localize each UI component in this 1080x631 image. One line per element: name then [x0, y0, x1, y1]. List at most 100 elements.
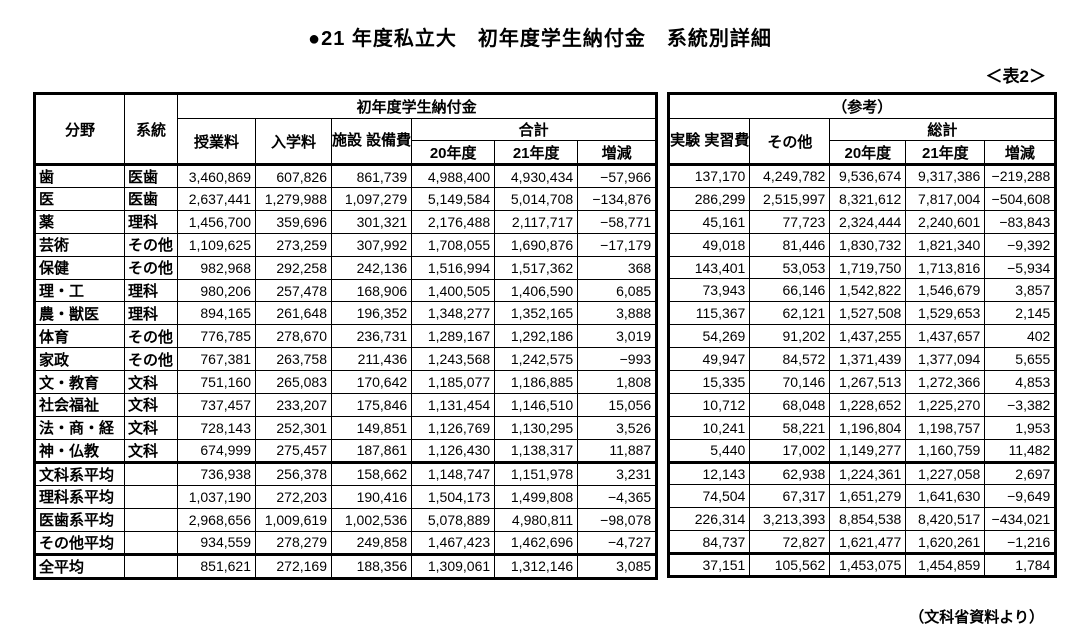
field-cell: 農・獣医 — [34, 301, 125, 326]
value-cell: 1,243,568 — [411, 347, 496, 372]
value-cell: 67,317 — [749, 484, 831, 509]
value-cell: 1,227,058 — [905, 460, 986, 486]
field-cell: 神・仏教 — [34, 438, 125, 463]
value-cell: 861,739 — [330, 163, 413, 188]
value-cell: 1,371,439 — [829, 347, 907, 372]
group-header-total: 合計 — [411, 118, 658, 141]
value-cell: 2,515,997 — [749, 186, 831, 211]
value-cell: 70,146 — [749, 370, 831, 394]
value-cell: 91,202 — [749, 324, 831, 349]
value-cell: 1,953 — [984, 415, 1057, 440]
system-cell: 理科 — [124, 301, 178, 326]
value-cell: 307,992 — [330, 232, 413, 257]
value-cell: 68,048 — [749, 392, 831, 417]
payments-table-body: 歯医歯 3,460,869 607,826 861,739 4,988,400 4,930… — [34, 163, 658, 579]
value-cell: 272,203 — [255, 484, 332, 509]
value-cell: 1,037,190 — [177, 484, 256, 509]
value-cell: 137,170 — [668, 163, 751, 188]
table-number-label: ＜表2＞ — [985, 67, 1046, 86]
value-cell: 62,938 — [749, 460, 831, 486]
value-cell: 5,149,584 — [411, 187, 496, 211]
value-cell: 607,826 — [255, 163, 332, 188]
value-cell: 1,348,277 — [411, 301, 496, 326]
value-cell: 196,352 — [330, 301, 413, 326]
value-cell: 674,999 — [177, 438, 256, 463]
system-cell — [124, 552, 178, 579]
col-header-field: 分野 — [34, 93, 125, 165]
value-cell: 1,160,759 — [905, 438, 986, 463]
system-cell: 文科 — [124, 370, 178, 395]
value-cell: 105,562 — [749, 552, 831, 578]
value-cell: 3,857 — [984, 278, 1057, 303]
value-cell: 5,014,708 — [494, 187, 579, 211]
value-cell: −9,649 — [984, 484, 1057, 509]
field-cell: 理・工 — [34, 278, 125, 303]
value-cell: 3,888 — [577, 301, 658, 326]
value-cell: 3,085 — [577, 552, 658, 579]
value-cell: 53,053 — [749, 255, 831, 280]
col-header-experiment: 実験 実習費 — [668, 118, 751, 165]
value-cell: 84,572 — [749, 347, 831, 372]
value-cell: 278,279 — [255, 530, 332, 555]
value-cell: 1,467,423 — [411, 530, 496, 555]
value-cell: 17,002 — [749, 438, 831, 463]
value-cell: 1,309,061 — [411, 552, 496, 579]
value-cell: 1,228,652 — [829, 392, 907, 417]
table-row: 文・教育 文科 751,160 265,083 170,642 1,185,077 1,18… — [34, 370, 658, 395]
value-cell: 1,437,255 — [829, 324, 907, 349]
value-cell: 73,943 — [668, 278, 751, 303]
value-cell: 1,185,077 — [411, 370, 496, 395]
value-cell: 359,696 — [255, 209, 332, 234]
value-cell: 1,198,757 — [905, 415, 986, 440]
value-cell: 2,117,717 — [494, 209, 579, 234]
value-cell: 158,662 — [330, 460, 413, 486]
value-cell: 1,808 — [577, 370, 658, 395]
value-cell: −5,934 — [984, 255, 1057, 280]
table-row: 保健 その他 982,968 292,258 242,136 1,516,994 1,517… — [34, 255, 658, 280]
value-cell: −993 — [577, 347, 658, 372]
value-cell: 6,085 — [577, 278, 658, 303]
value-cell: 1,406,590 — [494, 278, 579, 303]
table-row: 文科系平均 736,938 256,378 158,662 1,148,747 1,151… — [34, 460, 658, 486]
value-cell: 4,988,400 — [411, 163, 496, 188]
value-cell: 1,821,340 — [905, 232, 986, 257]
value-cell: 1,641,630 — [905, 484, 986, 509]
value-cell: 1,517,362 — [494, 255, 579, 280]
value-cell: 257,478 — [255, 278, 332, 303]
table-row: 37,151 105,562 1,453,075 1,454,859 1,784 — [668, 552, 1057, 578]
value-cell: 10,241 — [668, 415, 751, 440]
value-cell: −434,021 — [984, 507, 1057, 532]
table-row: 神・仏教 文科 674,999 275,457 187,861 1,126,430 1,13… — [34, 438, 658, 463]
value-cell: −98,078 — [577, 507, 658, 532]
field-cell: 家政 — [34, 347, 125, 372]
value-cell: 242,136 — [330, 255, 413, 280]
field-cell: 社会福祉 — [34, 393, 125, 417]
table-row: 10,241 58,221 1,196,804 1,198,757 1,953 — [668, 415, 1057, 440]
value-cell: 54,269 — [668, 324, 751, 349]
value-cell: 2,145 — [984, 301, 1057, 326]
value-cell: 736,938 — [177, 460, 256, 486]
value-cell: 9,536,674 — [829, 163, 907, 188]
reference-table-body: 137,170 4,249,782 9,536,674 9,317,386 −219,2… — [668, 163, 1057, 578]
payments-table-header: 分野 系統 初年度学生納付金 授業料 入学料 施設 設備費 合計 20年度 21… — [34, 93, 658, 165]
value-cell: 4,930,434 — [494, 163, 579, 188]
system-cell: 文科 — [124, 415, 178, 440]
page-title: ●21 年度私立大 初年度学生納付金 系統別詳細 — [308, 28, 772, 50]
value-cell: 8,321,612 — [829, 186, 907, 211]
value-cell: 1,242,575 — [494, 347, 579, 372]
value-cell: 1,462,696 — [494, 530, 579, 555]
value-cell: 249,858 — [330, 530, 413, 555]
value-cell: 81,446 — [749, 232, 831, 257]
value-cell: −134,876 — [577, 187, 658, 211]
value-cell: 11,887 — [577, 438, 658, 463]
value-cell: 2,240,601 — [905, 209, 986, 234]
value-cell: −1,216 — [984, 530, 1057, 555]
value-cell: 15,056 — [577, 393, 658, 417]
col-header-grand-change: 増減 — [984, 140, 1057, 165]
value-cell: 776,785 — [177, 324, 256, 349]
table-row: 137,170 4,249,782 9,536,674 9,317,386 −219,2… — [668, 163, 1057, 188]
value-cell: 275,457 — [255, 438, 332, 463]
table-row: その他平均 934,559 278,279 249,858 1,467,423 1,462… — [34, 530, 658, 555]
value-cell: 1,690,876 — [494, 232, 579, 257]
value-cell: 1,542,822 — [829, 278, 907, 303]
